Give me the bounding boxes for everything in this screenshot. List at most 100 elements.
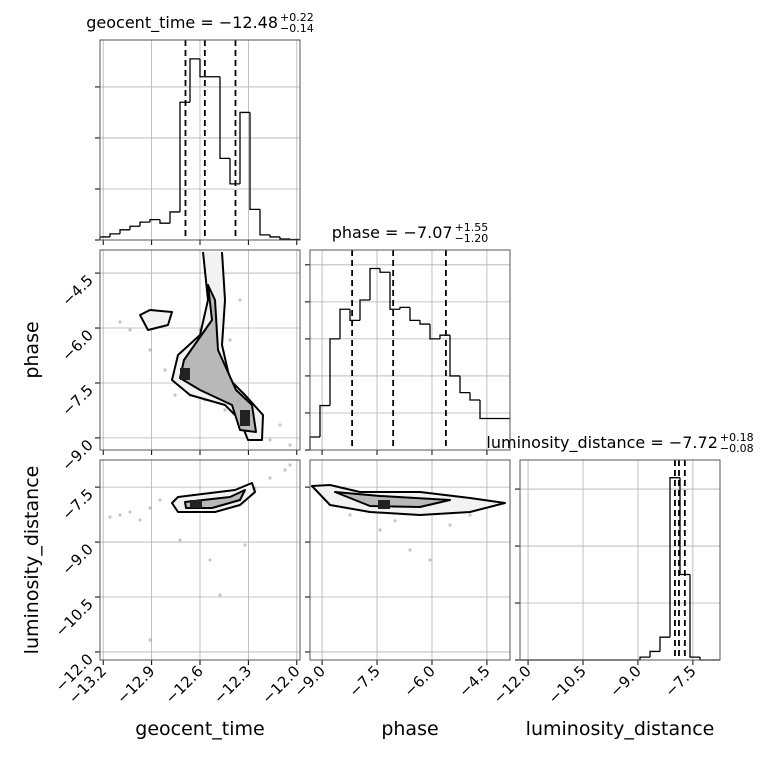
panel-frame bbox=[519, 459, 721, 661]
hist-step bbox=[149, 218, 160, 223]
hist-step bbox=[429, 324, 440, 340]
sample-point bbox=[448, 523, 452, 527]
y-tick-label: −7.5 bbox=[58, 381, 96, 419]
x-tick-label: −12.9 bbox=[113, 662, 158, 707]
panel-title-upper: +0.22 bbox=[280, 11, 314, 24]
hist-step bbox=[139, 221, 150, 227]
x-tick-label: −12.0 bbox=[490, 662, 535, 707]
hist-step bbox=[179, 101, 190, 212]
hist-step bbox=[649, 650, 660, 658]
hist-step bbox=[309, 436, 320, 450]
hist-step bbox=[679, 477, 690, 576]
sample-point bbox=[428, 558, 432, 562]
y-tick-label: −9.0 bbox=[58, 436, 96, 474]
sample-point bbox=[108, 515, 112, 519]
density-peak bbox=[180, 368, 190, 380]
hist-step bbox=[129, 225, 140, 230]
sample-point bbox=[118, 513, 122, 517]
hist-step bbox=[369, 267, 380, 300]
y-tick-label: −10.5 bbox=[52, 595, 97, 640]
hist-step bbox=[319, 404, 330, 438]
hist-step bbox=[339, 308, 350, 339]
sample-point bbox=[468, 513, 472, 517]
hist-step bbox=[199, 58, 210, 78]
sample-point bbox=[148, 348, 152, 352]
contour-inner bbox=[334, 491, 451, 508]
hist-step bbox=[449, 335, 460, 377]
panel-title: luminosity_distance = −7.72 bbox=[486, 433, 717, 453]
hist-step bbox=[689, 574, 700, 658]
sample-point bbox=[278, 423, 282, 427]
panel-title-upper: +1.55 bbox=[455, 221, 489, 234]
sample-point bbox=[173, 393, 177, 397]
hist-step bbox=[459, 375, 470, 394]
sample-point bbox=[243, 543, 247, 547]
hist-step bbox=[289, 238, 300, 241]
y-tick-label: −9.0 bbox=[58, 540, 96, 578]
hist-step bbox=[639, 656, 650, 660]
hist-step bbox=[379, 268, 390, 273]
hist-step bbox=[109, 233, 120, 237]
sample-point bbox=[408, 548, 412, 552]
panel-title-lower: −1.20 bbox=[455, 232, 489, 245]
panel-title-lower: −0.08 bbox=[720, 442, 754, 455]
hist-step bbox=[349, 309, 360, 322]
x-axis-label: luminosity_distance bbox=[526, 718, 715, 740]
sample-point bbox=[128, 510, 132, 514]
panel-title: phase = −7.07 bbox=[332, 223, 453, 242]
sample-point bbox=[128, 328, 132, 332]
panel-frame bbox=[99, 459, 301, 661]
x-tick-label: −4.5 bbox=[455, 662, 493, 700]
panel-frame bbox=[99, 249, 301, 451]
panel-title-upper: +0.18 bbox=[720, 431, 754, 444]
contour-inner bbox=[179, 284, 257, 433]
x-tick-label: −10.5 bbox=[545, 662, 590, 707]
sample-point bbox=[288, 443, 292, 447]
y-tick-label: −6.0 bbox=[58, 326, 96, 364]
x-tick-label: −7.5 bbox=[661, 662, 699, 700]
sample-point bbox=[208, 558, 212, 562]
x-axis-label: phase bbox=[381, 718, 438, 740]
density-peak bbox=[240, 410, 250, 426]
hist-step bbox=[659, 636, 670, 652]
panel-frame bbox=[99, 39, 301, 241]
x-axis-label: geocent_time bbox=[135, 718, 264, 740]
hist-step bbox=[219, 76, 230, 160]
x-tick-label: −12.6 bbox=[162, 662, 207, 707]
sample-point bbox=[378, 528, 382, 532]
panel-title-lower: −0.14 bbox=[280, 22, 314, 35]
sample-point bbox=[228, 338, 232, 342]
x-tick-label: −7.5 bbox=[345, 662, 383, 700]
density-peak bbox=[378, 500, 390, 509]
hist-step bbox=[419, 320, 430, 325]
hist-step bbox=[389, 272, 400, 310]
y-axis-label: luminosity_distance bbox=[21, 466, 43, 655]
hist-step bbox=[269, 234, 280, 238]
panel-frame bbox=[309, 459, 511, 661]
hist-step bbox=[229, 158, 240, 185]
sample-point bbox=[238, 298, 242, 302]
panel-frame bbox=[309, 249, 511, 451]
contour-blob bbox=[139, 309, 173, 331]
hist-step bbox=[399, 306, 410, 310]
hist-step bbox=[239, 111, 250, 184]
sample-point bbox=[268, 476, 272, 480]
sample-point bbox=[268, 438, 272, 442]
density-peak bbox=[190, 500, 202, 508]
y-tick-label: −4.5 bbox=[58, 271, 96, 309]
sample-point bbox=[163, 368, 167, 372]
x-tick-label: −6.0 bbox=[400, 662, 438, 700]
y-axis-label: phase bbox=[21, 321, 43, 378]
y-tick-label: −7.5 bbox=[58, 485, 96, 523]
sample-point bbox=[288, 463, 292, 467]
sample-point bbox=[118, 320, 122, 324]
sample-point bbox=[393, 519, 397, 523]
sample-point bbox=[218, 593, 222, 597]
hist-step bbox=[169, 211, 180, 224]
hist-step bbox=[469, 392, 480, 401]
panel-title: geocent_time = −12.48 bbox=[86, 13, 278, 33]
hist-step bbox=[359, 299, 370, 321]
x-tick-label: −9.0 bbox=[606, 662, 644, 700]
sample-point bbox=[283, 468, 287, 472]
